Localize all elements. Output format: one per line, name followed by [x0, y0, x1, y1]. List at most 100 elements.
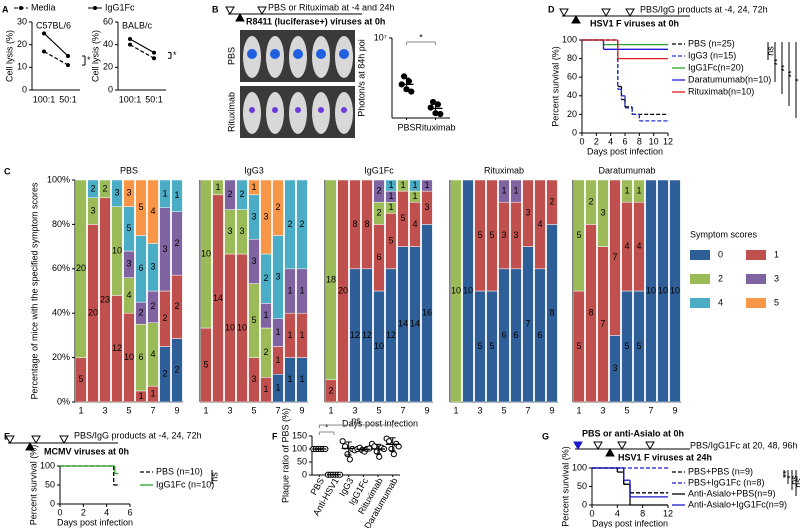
- x-tick-label: PBS: [397, 122, 415, 132]
- bar-value-label: 3: [90, 205, 95, 215]
- panel-label: G: [542, 431, 549, 441]
- timeline-marker: [25, 441, 35, 451]
- y-tick-label: 0: [108, 84, 113, 94]
- legend-label: PBS (n=10): [156, 466, 203, 476]
- bar-segment: [657, 179, 669, 403]
- x-tick-label: 2: [81, 507, 86, 517]
- legend-label: IgG1Fc (n=10): [156, 479, 214, 489]
- bar-value-label: 5: [203, 359, 208, 369]
- bar-value-label: 1: [388, 180, 393, 190]
- bar-value-label: 1: [400, 180, 405, 190]
- bar-value-label: 4: [126, 290, 131, 300]
- bar-value-label: 2: [328, 385, 333, 395]
- bar-value-label: 1: [150, 388, 155, 398]
- y-axis-label: Plaque ratio of PBS (%): [280, 408, 290, 503]
- x-tick-label: 6: [127, 507, 132, 517]
- x-tick-label: 9: [174, 405, 179, 415]
- timeline-marker: [645, 441, 655, 451]
- y-tick-label: 40%: [52, 308, 70, 318]
- bar-value-label: 1: [287, 330, 292, 340]
- series-point: [128, 37, 132, 41]
- bar-value-label: 4: [150, 349, 155, 359]
- plot-title: BALB/c: [122, 20, 153, 30]
- bar-value-label: 2: [102, 183, 107, 193]
- bar-value-label: 5: [126, 223, 131, 233]
- bar-value-label: 2: [227, 189, 232, 199]
- bar-value-label: 2: [263, 347, 268, 357]
- bar-value-label: 2: [588, 197, 593, 207]
- legend-label: 2: [718, 273, 723, 283]
- timeline-marker: [559, 8, 569, 18]
- x-tick-label: 7: [648, 405, 653, 415]
- y-tick-label: 50: [577, 481, 587, 491]
- significance: *: [419, 32, 423, 42]
- y-tick-label: 60: [567, 72, 577, 82]
- y-axis-label: Cell lysis (%): [90, 30, 100, 82]
- bar-value-label: 4: [537, 219, 542, 229]
- data-point: [405, 78, 412, 85]
- x-tick-label: 100:1: [119, 94, 142, 104]
- bar-segment: [573, 179, 585, 292]
- legend-point: [93, 6, 97, 10]
- bar-value-label: 2: [263, 273, 268, 283]
- x-tick-label: 12: [663, 136, 673, 146]
- y-tick-label: 100: [40, 460, 55, 470]
- bar-value-label: 10: [451, 285, 461, 295]
- x-tick-label: 7: [150, 405, 155, 415]
- bar-value-label: 5: [624, 341, 629, 351]
- bar-segment: [534, 179, 546, 270]
- bar-value-label: 2: [376, 208, 381, 218]
- annotation: HSV1 F viruses at 0h: [590, 18, 679, 28]
- timeline-marker: [257, 6, 267, 16]
- timeline-marker: [601, 8, 611, 18]
- bar-value-label: 2: [376, 185, 381, 195]
- timeline-marker: [593, 441, 603, 451]
- x-tick-label: 0: [579, 136, 584, 146]
- bar-value-label: 10: [112, 245, 122, 255]
- y-tick-label: 0: [302, 469, 307, 479]
- data-point: [408, 88, 415, 95]
- annotation: HSV1 F viruses at 24h: [618, 452, 712, 462]
- group-title: Rituximab: [484, 165, 524, 175]
- bar-segment: [373, 179, 385, 203]
- group-title: IgG3: [244, 165, 264, 175]
- bar-value-label: 16: [422, 308, 432, 318]
- bar-segment: [349, 179, 361, 270]
- signal: [247, 49, 257, 59]
- x-tick-label: 50:1: [59, 94, 77, 104]
- legend-title: Symptom scores: [690, 229, 758, 239]
- bar-segment: [669, 179, 681, 403]
- bar-value-label: 1: [275, 355, 280, 365]
- bar-value-label: 2: [549, 197, 554, 207]
- legend-swatch: [690, 298, 710, 308]
- panel-label: D: [548, 4, 555, 14]
- bar-segment: [296, 179, 308, 270]
- x-tick-label: 9: [424, 405, 429, 415]
- bar-value-label: 3: [114, 188, 119, 198]
- bar-value-label: 1: [215, 182, 220, 192]
- bar-value-label: 6: [501, 330, 506, 340]
- series-point: [42, 31, 46, 36]
- x-tick-label: 3: [600, 405, 605, 415]
- annotation: PBS/IgG products at -4, 24, 72h: [640, 4, 768, 14]
- timeline-marker: [571, 14, 581, 24]
- bar-value-label: 1: [275, 327, 280, 337]
- legend-label: 1: [774, 249, 779, 259]
- bar-value-label: 1: [424, 180, 429, 190]
- bar-segment: [486, 179, 498, 292]
- x-tick-label: 1: [453, 405, 458, 415]
- bar-segment: [200, 179, 212, 329]
- bar-value-label: 2: [275, 202, 280, 212]
- x-axis-label: Days post infection: [592, 518, 668, 528]
- bar-segment: [609, 179, 621, 336]
- bar-value-label: 1: [412, 180, 417, 190]
- data-point: [346, 456, 353, 463]
- legend-label: Anti-Asialo+PBS(n=9): [688, 488, 776, 498]
- y-tick-label: 0: [22, 84, 27, 94]
- bar-value-label: 5: [477, 341, 482, 351]
- legend-swatch: [746, 250, 766, 260]
- bar-value-label: 3: [251, 211, 256, 221]
- y-tick-label: 60: [103, 16, 113, 26]
- bar-value-label: 12: [112, 343, 122, 353]
- legend-label: PBS+IgG1Fc (n=8): [688, 477, 765, 487]
